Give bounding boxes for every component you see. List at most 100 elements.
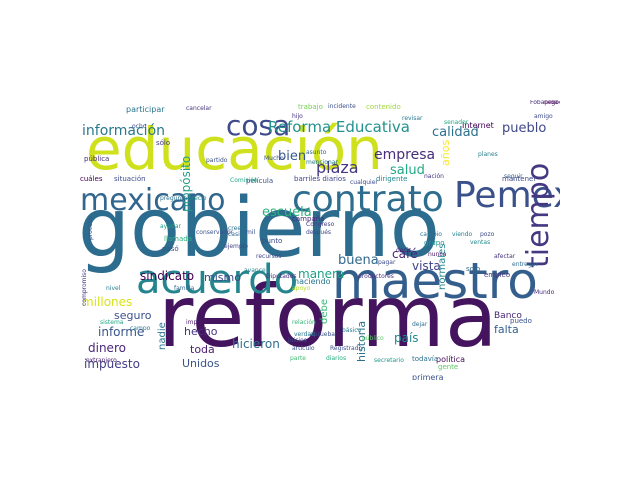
- word: extranjero: [86, 357, 117, 364]
- word: familia: [174, 285, 195, 292]
- word: dinero: [88, 341, 126, 355]
- word: buena: [338, 253, 379, 268]
- word: compromiso: [81, 269, 88, 306]
- word: público: [362, 335, 384, 342]
- word: pública: [84, 155, 110, 163]
- word: reforma: [158, 267, 498, 367]
- word: empresa: [374, 147, 436, 163]
- word: pagar: [378, 259, 396, 266]
- word: cuáles: [80, 175, 103, 183]
- word: haciendo: [294, 277, 331, 286]
- word: avance: [244, 267, 266, 274]
- word: años: [439, 139, 452, 166]
- word: nunca: [428, 251, 447, 258]
- word: Internet: [462, 121, 494, 130]
- word: Banco: [494, 311, 522, 321]
- word: preguntas: [160, 195, 191, 202]
- word: Registrado: [330, 345, 363, 352]
- word: juicios: [288, 337, 307, 344]
- word: Unidos: [182, 357, 220, 370]
- word: nadie: [157, 322, 168, 350]
- word-cloud: gobierno reforma educación maestro acuer…: [80, 100, 560, 380]
- word: decir: [396, 247, 411, 254]
- word: situación: [114, 175, 146, 183]
- word: película: [246, 177, 274, 185]
- word: pozo: [480, 231, 495, 238]
- word: millones: [82, 295, 133, 309]
- word: hecho: [184, 325, 218, 338]
- word: política: [436, 355, 466, 364]
- word: revisar: [402, 115, 423, 122]
- word: casi: [228, 231, 240, 238]
- word: incidente: [328, 103, 356, 110]
- word: artículo: [292, 345, 315, 352]
- word: bien: [278, 149, 307, 164]
- word: sólo: [156, 139, 171, 147]
- word: ocho: [132, 123, 147, 130]
- word: cree: [228, 225, 242, 232]
- word: vista: [412, 259, 441, 273]
- word: Mucho: [264, 155, 284, 162]
- word: Comisión: [230, 177, 258, 184]
- word: amigo: [534, 113, 553, 120]
- word: Diputados: [266, 273, 297, 280]
- word: dejar: [412, 321, 428, 328]
- word: contrato: [292, 179, 444, 220]
- word: relación: [292, 319, 316, 326]
- word: aprueba: [310, 331, 335, 338]
- word: gobierno: [80, 181, 440, 276]
- word: Congreso: [306, 221, 335, 228]
- word: entregar: [512, 261, 538, 268]
- word: hicieron: [232, 337, 280, 351]
- word: país: [394, 331, 419, 345]
- word: cosa: [226, 109, 291, 142]
- word: negocio: [544, 100, 560, 106]
- word: apoyo: [292, 285, 311, 292]
- word: sistema: [100, 319, 124, 326]
- word: gente: [438, 363, 459, 371]
- word: puedo: [510, 317, 532, 325]
- word: nación: [424, 173, 444, 180]
- word: productores: [358, 273, 394, 280]
- word: Fobaproa: [530, 100, 558, 106]
- word: secretario: [374, 357, 404, 364]
- word: después: [306, 229, 332, 236]
- word: grupo: [424, 239, 445, 247]
- word: trabajo: [298, 103, 323, 111]
- word: campaña: [292, 215, 325, 223]
- word: calidad: [432, 125, 479, 140]
- word: senador: [444, 119, 469, 126]
- word: toda: [190, 343, 215, 356]
- word: hijo: [292, 113, 303, 120]
- word: afectar: [494, 253, 516, 260]
- word: proceso: [87, 216, 94, 240]
- word: asunto: [306, 149, 327, 156]
- word: cancelar: [186, 105, 212, 112]
- word: Reforma Educativa: [268, 118, 410, 136]
- word: nivel: [106, 285, 121, 292]
- word: plaza: [316, 158, 359, 177]
- word: seguro: [114, 309, 152, 322]
- word: barriles diarios: [294, 175, 346, 183]
- word: conservador: [196, 229, 234, 236]
- word: escuela: [262, 205, 312, 220]
- word: ayudar: [160, 223, 181, 230]
- word: planes: [478, 151, 498, 158]
- word: verdad: [294, 331, 315, 338]
- word: diarios: [326, 355, 347, 362]
- word: precio: [188, 195, 207, 202]
- word: información: [82, 123, 166, 139]
- word: parte: [290, 355, 306, 362]
- word: maestro: [332, 252, 538, 310]
- word: educación: [86, 115, 383, 183]
- word: participar: [126, 105, 165, 114]
- word: contenido: [366, 103, 401, 111]
- word: campo: [130, 325, 151, 332]
- word: acuerdo: [136, 257, 299, 303]
- word: dirigente: [376, 175, 408, 183]
- word: cambio: [420, 231, 442, 238]
- word: debe: [319, 299, 330, 324]
- word: importante: [186, 319, 220, 326]
- word: básico: [342, 327, 362, 334]
- word: Mundo: [534, 289, 555, 296]
